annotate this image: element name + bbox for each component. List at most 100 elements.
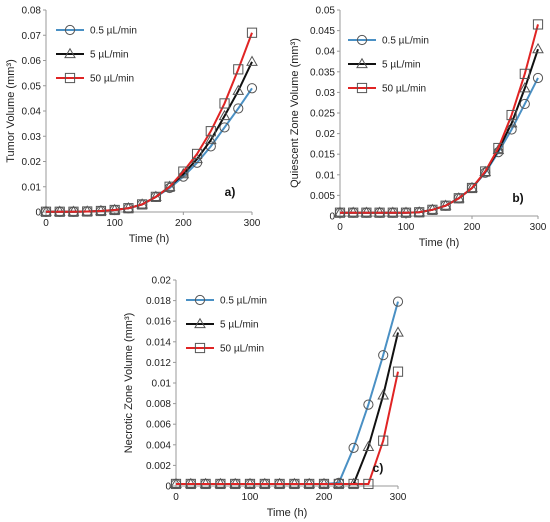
data-point-series-3	[333, 478, 344, 490]
y-tick-label: 0.04	[22, 107, 42, 118]
series-line-2	[340, 48, 539, 214]
y-tick-label: 0	[35, 208, 41, 219]
data-point-series-3	[54, 206, 65, 217]
data-point-series-2	[492, 143, 505, 155]
data-point-series-3	[68, 206, 79, 217]
data-point-series-3	[164, 181, 175, 192]
y-tick-label: 0.015	[310, 150, 335, 161]
series-line-2	[176, 332, 399, 485]
data-point-series-2	[204, 133, 217, 145]
data-point-series-3	[178, 166, 189, 177]
data-point-series-2	[392, 326, 404, 337]
data-point-series-3	[109, 204, 120, 216]
data-point-series-3	[363, 478, 374, 490]
data-point-series-3	[532, 19, 544, 30]
data-point-series-2	[246, 55, 258, 66]
data-point-series-2	[218, 109, 231, 121]
series-line-3	[46, 32, 253, 213]
y-tick-label: 0.025	[310, 109, 335, 120]
data-point-series-2	[377, 389, 390, 400]
data-point-series-3	[519, 68, 530, 79]
data-point-series-3	[246, 27, 258, 38]
data-point-series-2	[518, 82, 531, 93]
data-point-series-1	[348, 442, 359, 453]
data-point-series-3	[150, 191, 161, 202]
legend-label: 50 µL/min	[220, 344, 264, 355]
data-point-series-3	[82, 206, 93, 217]
y-tick-label: 0.07	[22, 31, 42, 42]
y-tick-label: 0.006	[146, 420, 171, 431]
data-point-series-3	[378, 435, 389, 446]
y-tick-label: 0	[165, 482, 171, 493]
y-tick-label: 0.05	[316, 6, 336, 17]
y-tick-label: 0.045	[310, 26, 335, 37]
x-axis-label: Time (h)	[419, 237, 460, 249]
panel-label: c)	[373, 461, 384, 475]
legend-label: 0.5 µL/min	[90, 26, 137, 37]
data-point-series-3	[466, 182, 478, 194]
data-point-series-1	[378, 350, 389, 361]
legend-marker	[194, 317, 206, 329]
x-tick-label: 0	[337, 222, 343, 233]
legend-label: 50 µL/min	[382, 84, 426, 95]
data-point-series-3	[387, 207, 398, 218]
panel-label: a)	[225, 185, 236, 199]
y-tick-label: 0.005	[310, 191, 335, 202]
data-point-series-3	[191, 148, 203, 160]
y-tick-label: 0.008	[146, 399, 171, 410]
data-point-series-2	[163, 180, 176, 191]
data-point-series-3	[230, 478, 241, 490]
data-point-series-3	[440, 200, 451, 211]
legend-marker	[356, 82, 368, 94]
data-point-series-2	[362, 440, 375, 451]
legend-marker	[64, 47, 76, 59]
data-point-series-3	[334, 207, 346, 218]
x-axis-label: Time (h)	[267, 507, 308, 519]
y-tick-label: 0.01	[316, 170, 336, 181]
data-point-series-3	[427, 204, 438, 215]
legend-marker	[64, 24, 76, 36]
data-point-series-3	[200, 478, 211, 490]
series-line-2	[46, 61, 253, 213]
y-tick-label: 0.03	[316, 88, 336, 99]
chart-necrotic-zone-volume: 0 0.002 0.004 0.006 0.008 0.01 0.012 0.014 0.016…	[123, 276, 407, 520]
data-point-series-3	[233, 64, 244, 75]
data-point-series-1	[532, 72, 544, 84]
data-point-series-3	[453, 193, 464, 204]
data-point-series-3	[493, 142, 504, 154]
data-point-series-3	[348, 478, 359, 490]
legend-label: 5 µL/min	[382, 60, 421, 71]
y-tick-label: 0	[329, 212, 335, 223]
series-line-3	[340, 24, 539, 214]
series-line-1	[46, 87, 253, 213]
x-tick-label: 300	[530, 222, 547, 233]
data-point-series-3	[361, 207, 372, 218]
y-tick-label: 0.04	[316, 47, 336, 58]
chart-quiescent-zone-volume: 0 0.005 0.01 0.015 0.02 0.025 0.03 0.035 0.04 0.0…	[289, 6, 547, 250]
data-point-series-1	[363, 399, 374, 410]
legend-marker	[64, 72, 76, 84]
data-point-series-3	[137, 199, 148, 210]
x-axis-label: Time (h)	[129, 233, 170, 245]
y-axis-label: Necrotic Zone Volume (mm³)	[123, 313, 135, 454]
series-line-1	[340, 77, 539, 214]
data-point-series-3	[244, 478, 256, 490]
data-point-series-2	[232, 84, 245, 95]
data-point-series-3	[480, 166, 491, 177]
y-tick-label: 0.035	[310, 67, 335, 78]
x-tick-label: 0	[173, 492, 179, 503]
y-tick-label: 0.018	[146, 296, 171, 307]
legend-marker	[194, 294, 206, 306]
data-point-series-3	[205, 126, 216, 137]
data-point-series-3	[392, 366, 404, 377]
legend-marker	[356, 57, 368, 69]
series-line-3	[176, 371, 399, 485]
data-point-series-3	[348, 207, 359, 218]
data-point-series-3	[185, 478, 196, 490]
data-point-series-1	[519, 98, 530, 110]
data-point-series-2	[479, 165, 492, 177]
data-point-series-1	[233, 103, 244, 114]
data-point-series-3	[506, 109, 517, 121]
y-tick-label: 0.02	[152, 276, 172, 287]
y-tick-label: 0.02	[22, 157, 42, 168]
